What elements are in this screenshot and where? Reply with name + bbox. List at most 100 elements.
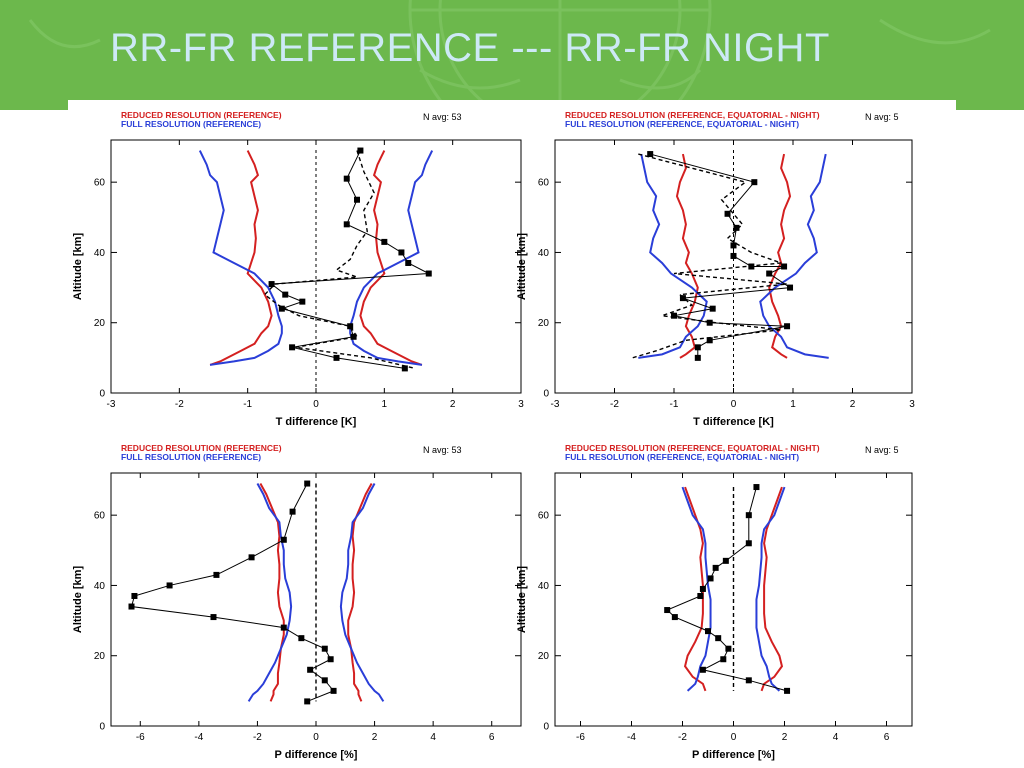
- difference-marker: [706, 337, 713, 344]
- y-axis-title: Altitude [km]: [72, 566, 84, 634]
- full-profile-positive: [339, 483, 385, 702]
- x-tick-label: -3: [551, 399, 560, 410]
- difference-marker: [699, 585, 706, 592]
- difference-marker: [282, 291, 289, 298]
- difference-marker: [333, 354, 340, 361]
- y-tick-label: 20: [538, 651, 550, 662]
- y-tick-label: 0: [543, 722, 549, 733]
- reduced-profile-positive: [347, 483, 373, 702]
- difference-marker: [699, 666, 706, 673]
- full-profile-negative: [247, 483, 293, 702]
- x-axis-title: T difference [K]: [693, 416, 774, 428]
- difference-marker: [730, 242, 737, 249]
- y-tick-label: 60: [538, 178, 550, 189]
- legend-reduced: REDUCED RESOLUTION (REFERENCE): [121, 443, 282, 453]
- navg-label: N avg: 5: [865, 445, 899, 455]
- legend-full: FULL RESOLUTION (REFERENCE): [121, 119, 261, 129]
- difference-marker: [330, 687, 337, 694]
- difference-marker: [307, 666, 314, 673]
- x-tick-label: -2: [175, 399, 184, 410]
- difference-marker: [321, 645, 328, 652]
- difference-marker: [664, 607, 671, 614]
- difference-marker: [784, 687, 791, 694]
- difference-marker: [730, 252, 737, 259]
- x-tick-label: 2: [850, 399, 856, 410]
- difference-marker: [357, 147, 364, 154]
- x-tick-label: -4: [627, 732, 636, 743]
- legend-reduced: REDUCED RESOLUTION (REFERENCE): [121, 110, 282, 120]
- figure-panels: REDUCED RESOLUTION (REFERENCE)FULL RESOL…: [72, 110, 915, 761]
- header-watermark: [28, 0, 991, 110]
- navg-label: N avg: 5: [865, 112, 899, 122]
- x-tick-label: 1: [382, 399, 388, 410]
- difference-marker: [381, 238, 388, 245]
- difference-marker: [327, 656, 334, 663]
- difference-marker: [278, 305, 285, 312]
- y-tick-label: 40: [538, 581, 550, 592]
- x-tick-label: 4: [430, 732, 436, 743]
- figure-area: REDUCED RESOLUTION (REFERENCE) FULL RESOL…: [68, 100, 956, 768]
- x-tick-label: 0: [313, 732, 319, 743]
- difference-marker: [354, 196, 360, 203]
- difference-marker: [298, 635, 305, 642]
- difference-marker: [712, 564, 719, 571]
- x-tick-label: 4: [833, 732, 839, 743]
- difference-line: [130, 483, 335, 702]
- navg-label: N avg: 53: [423, 445, 462, 455]
- chart-panel-3: REDUCED RESOLUTION (REFERENCE)FULL RESOL…: [72, 443, 522, 761]
- difference-marker: [647, 151, 654, 158]
- reduced-profile-negative: [209, 150, 273, 366]
- difference-marker: [343, 221, 350, 228]
- y-tick-label: 20: [94, 318, 106, 329]
- y-tick-label: 60: [94, 178, 106, 189]
- difference-marker: [745, 512, 752, 519]
- difference-marker: [733, 224, 740, 231]
- y-tick-label: 20: [94, 651, 106, 662]
- reduced-profile-positive: [768, 153, 792, 359]
- difference-dashed-line: [263, 150, 416, 370]
- difference-marker: [722, 557, 729, 564]
- difference-marker: [753, 484, 760, 491]
- x-tick-label: 1: [790, 399, 796, 410]
- x-tick-label: 0: [731, 399, 737, 410]
- x-tick-label: -1: [243, 399, 252, 410]
- y-tick-label: 60: [538, 511, 550, 522]
- difference-marker: [347, 323, 354, 330]
- difference-marker: [268, 281, 275, 288]
- difference-marker: [715, 635, 722, 642]
- difference-marker: [671, 614, 678, 621]
- difference-marker: [694, 354, 701, 361]
- x-tick-label: 2: [372, 732, 378, 743]
- difference-marker: [343, 175, 350, 182]
- difference-marker: [425, 270, 432, 277]
- difference-marker: [289, 508, 296, 515]
- y-tick-label: 0: [543, 389, 549, 400]
- x-axis-title: P difference [%]: [275, 749, 358, 761]
- difference-marker: [321, 677, 328, 684]
- difference-marker: [128, 603, 135, 610]
- difference-marker: [304, 480, 311, 487]
- full-profile-negative: [681, 486, 712, 692]
- slide-title: RR-FR REFERENCE --- RR-FR NIGHT: [110, 26, 830, 70]
- full-profile-negative: [638, 153, 708, 359]
- legend-reduced: REDUCED RESOLUTION (REFERENCE, EQUATORIA…: [565, 443, 820, 453]
- difference-marker: [280, 624, 287, 631]
- x-tick-label: -2: [253, 732, 262, 743]
- y-tick-label: 20: [538, 318, 550, 329]
- x-axis-title: P difference [%]: [692, 749, 775, 761]
- reduced-profile-negative: [259, 483, 285, 702]
- y-tick-label: 60: [94, 511, 106, 522]
- difference-marker: [304, 698, 311, 705]
- y-axis-title: Altitude [km]: [72, 233, 84, 301]
- difference-marker: [751, 179, 758, 186]
- chart-panel-2: REDUCED RESOLUTION (REFERENCE, EQUATORIA…: [516, 110, 915, 428]
- difference-marker: [784, 323, 791, 330]
- difference-marker: [745, 677, 752, 684]
- difference-marker: [213, 571, 220, 578]
- x-tick-label: -4: [194, 732, 203, 743]
- x-tick-label: -2: [678, 732, 687, 743]
- difference-marker: [166, 582, 173, 589]
- legend-full: FULL RESOLUTION (REFERENCE): [121, 452, 261, 462]
- difference-marker: [280, 536, 287, 543]
- x-tick-label: 2: [782, 732, 788, 743]
